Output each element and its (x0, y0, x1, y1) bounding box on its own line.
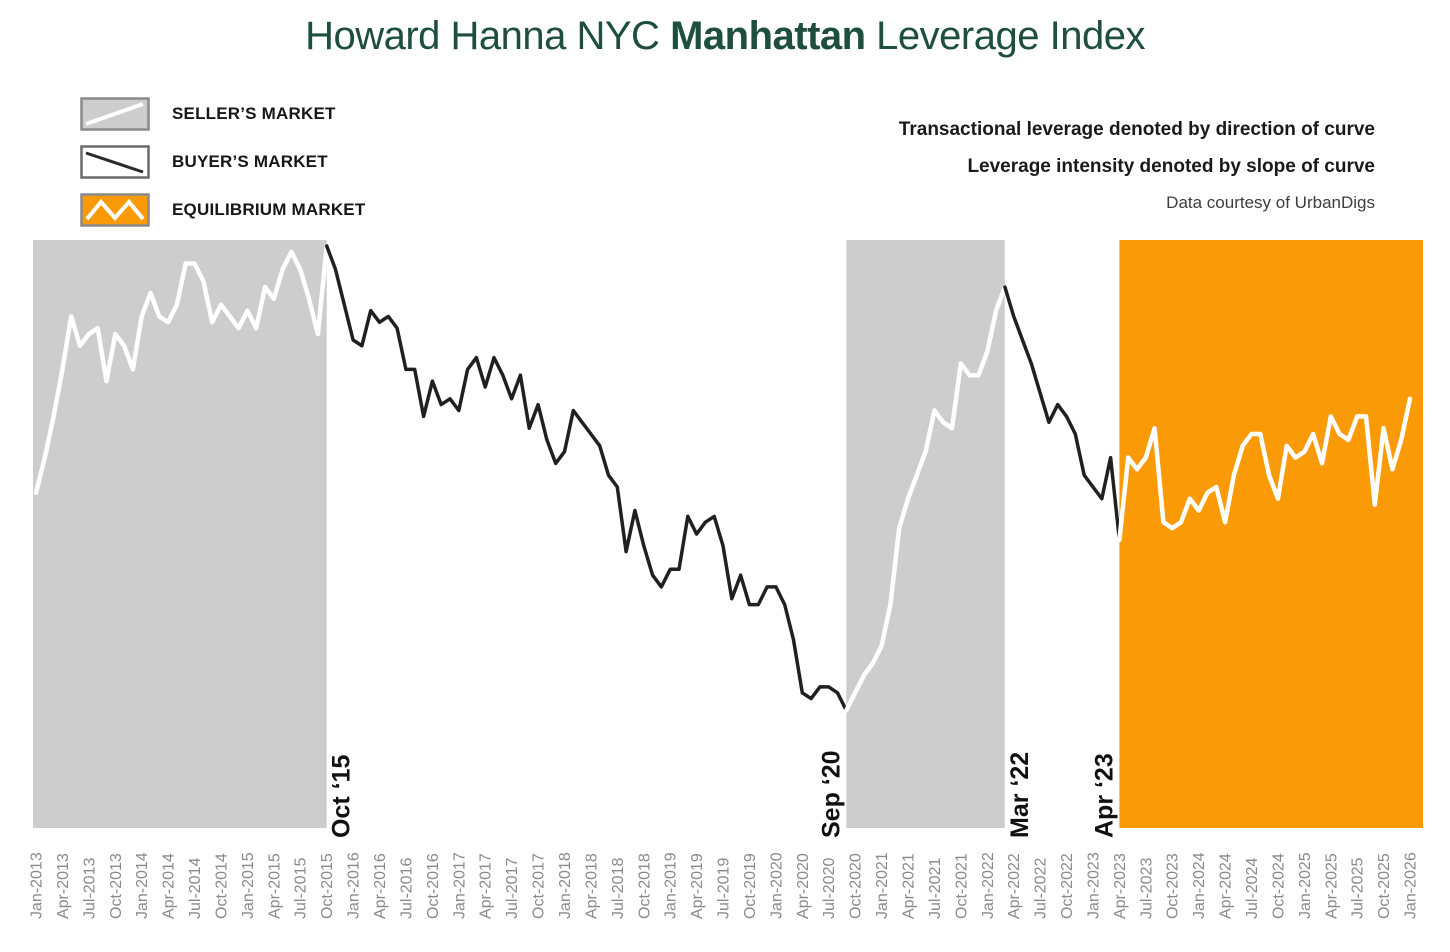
title-suffix: Leverage Index (865, 14, 1145, 58)
x-tick-label: Apr-2024 (1218, 853, 1235, 919)
x-tick-label: Apr-2014 (161, 853, 178, 919)
legend-item-buyers-market: BUYER’S MARKET (80, 145, 365, 179)
legend-label-sellers-market: SELLER’S MARKET (172, 104, 336, 123)
x-tick-label: Apr-2015 (266, 853, 283, 919)
x-tick-label: Oct-2022 (1059, 853, 1076, 919)
x-tick-label: Jan-2015 (240, 852, 257, 919)
region-seller-market-sep-2020 (846, 240, 1005, 828)
leverage-line-seller-0 (33, 243, 329, 496)
buyers-market-swatch-icon (80, 145, 150, 179)
x-tick-label: Jul-2017 (504, 858, 521, 919)
x-tick-label: Apr-2016 (372, 853, 389, 919)
x-tick-label: Apr-2013 (55, 853, 72, 919)
legend-label-equilibrium-market: EQUILIBRIUM MARKET (172, 200, 366, 219)
region-equilibrium-market-apr-2023 (1119, 240, 1423, 828)
x-tick-label: Jan-2024 (1191, 852, 1208, 919)
x-tick-label: Oct-2013 (108, 853, 125, 919)
x-tick-label: Oct-2025 (1376, 853, 1393, 919)
x-tick-label: Oct-2016 (425, 853, 442, 919)
x-tick-label: Oct-2023 (1165, 853, 1182, 919)
x-tick-label: Jul-2024 (1244, 858, 1261, 919)
x-tick-label: Jul-2018 (610, 858, 627, 919)
sellers-market-swatch-icon (80, 97, 150, 131)
x-tick-label: Jan-2014 (134, 852, 151, 919)
x-tick-label: Jul-2013 (81, 858, 98, 919)
legend-item-sellers-market: SELLER’S MARKET (80, 97, 365, 131)
x-tick-label: Jan-2019 (663, 852, 680, 919)
x-tick-label: Jan-2013 (29, 852, 46, 919)
x-tick-label: Jul-2023 (1138, 858, 1155, 919)
x-tick-label: Jul-2021 (927, 858, 944, 919)
boundary-label-sep-20: Sep ‘20 (817, 750, 845, 838)
x-tick-label: Oct-2015 (319, 853, 336, 919)
x-tick-label: Apr-2018 (583, 853, 600, 919)
x-tick-label: Jul-2016 (398, 858, 415, 919)
x-tick-label: Apr-2022 (1006, 853, 1023, 919)
x-tick-label: Jan-2026 (1403, 852, 1420, 919)
x-tick-label: Jan-2016 (346, 852, 363, 919)
x-tick-label: Jan-2020 (768, 852, 785, 919)
x-tick-label: Apr-2020 (795, 853, 812, 919)
legend-item-equilibrium-market: EQUILIBRIUM MARKET (80, 193, 365, 227)
chart-notes: Transactional leverage denoted by direct… (899, 119, 1375, 213)
x-tick-label: Jan-2025 (1297, 852, 1314, 919)
title-prefix: Howard Hanna NYC (305, 14, 671, 58)
region-seller-market-jan-2013 (33, 240, 327, 828)
data-credit: Data courtesy of UrbanDigs (1166, 193, 1375, 212)
note-intensity: Leverage intensity denoted by slope of c… (967, 156, 1375, 177)
boundary-label-apr-23: Apr ‘23 (1090, 753, 1118, 838)
leverage-line-buyer-1 (324, 244, 849, 713)
x-tick-label: Jan-2018 (557, 852, 574, 919)
x-tick-label: Jul-2015 (293, 858, 310, 919)
x-tick-label: Jul-2020 (821, 858, 838, 919)
x-tick-label: Apr-2019 (689, 853, 706, 919)
x-tick-label: Oct-2018 (636, 853, 653, 919)
x-tick-label: Oct-2024 (1270, 853, 1287, 919)
x-tick-label: Jan-2017 (451, 852, 468, 919)
x-tick-label: Jan-2023 (1086, 852, 1103, 919)
x-tick-label: Oct-2017 (531, 853, 548, 919)
x-tick-label: Jul-2019 (716, 858, 733, 919)
x-tick-label: Jul-2014 (187, 858, 204, 919)
title-emphasis: Manhattan (670, 14, 866, 58)
boundary-label-oct-15: Oct ‘15 (328, 755, 356, 838)
leverage-line-equilibrium-4 (1117, 396, 1413, 543)
x-tick-label: Oct-2019 (742, 853, 759, 919)
leverage-line-seller-2 (844, 284, 1008, 713)
x-tick-label: Jul-2022 (1033, 858, 1050, 919)
page-title: Howard Hanna NYC Manhattan Leverage Inde… (0, 14, 1450, 59)
x-tick-label: Jan-2021 (874, 852, 891, 919)
x-tick-label: Apr-2021 (901, 853, 918, 919)
x-tick-label: Oct-2014 (214, 853, 231, 919)
boundary-label-mar-22: Mar ‘22 (1006, 752, 1034, 838)
leverage-line-buyer-3 (1003, 285, 1122, 542)
x-tick-label: Apr-2017 (478, 853, 495, 919)
note-direction: Transactional leverage denoted by direct… (898, 119, 1375, 140)
x-tick-label: Jan-2022 (980, 852, 997, 919)
equilibrium-market-swatch-icon (80, 193, 150, 227)
x-tick-label: Apr-2023 (1112, 853, 1129, 919)
x-tick-label: Oct-2020 (848, 853, 865, 919)
legend-label-buyers-market: BUYER’S MARKET (172, 152, 328, 171)
x-tick-label: Jul-2025 (1350, 858, 1367, 919)
x-tick-label: Apr-2025 (1323, 853, 1340, 919)
x-tick-label: Oct-2021 (953, 853, 970, 919)
legend: SELLER’S MARKET BUYER’S MARKET EQUILIBRI… (80, 97, 365, 241)
